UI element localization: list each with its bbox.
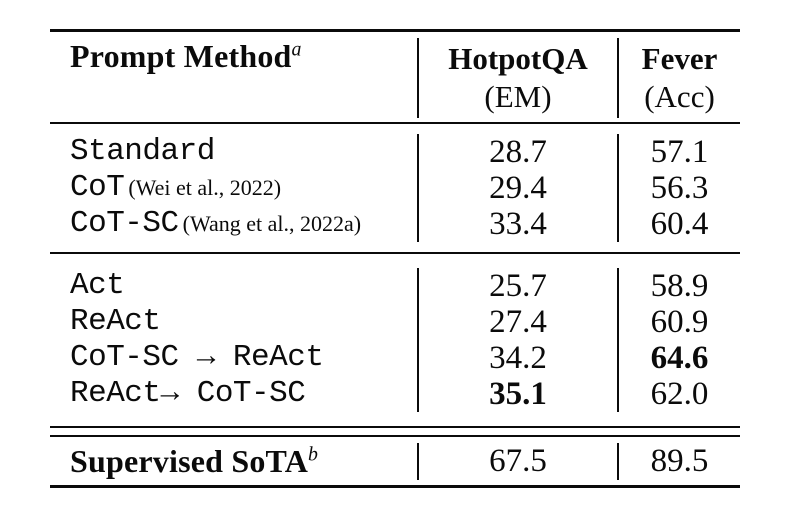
fever-acc-value: 89.5 xyxy=(617,443,740,480)
table-row: CoT (Wei et al., 2022) 29.4 56.3 xyxy=(50,170,740,206)
table-row: Supervised SoTAb 67.5 89.5 xyxy=(50,443,740,480)
table-row: Standard 28.7 57.1 xyxy=(50,134,740,170)
method-name: ReAct xyxy=(70,304,161,339)
fever-acc-value: 56.3 xyxy=(617,170,740,206)
results-table: Prompt Methoda HotpotQA (EM) Fever (Acc)… xyxy=(50,29,740,488)
table-row: CoT-SC (Wang et al., 2022a) 33.4 60.4 xyxy=(50,206,740,242)
hotpotqa-em-value: 28.7 xyxy=(417,134,617,170)
hotpotqa-em-value: 25.7 xyxy=(417,268,617,304)
method-cell: Standard xyxy=(50,134,417,170)
fever-acc-value: 60.9 xyxy=(617,304,740,340)
footnote-b: b xyxy=(308,443,319,466)
baseline-methods-group: Standard 28.7 57.1 CoT (Wei et al., 2022… xyxy=(50,124,740,252)
header-hotpotqa-title: HotpotQA xyxy=(448,41,588,76)
method-citation: (Wei et al., 2022) xyxy=(128,175,282,200)
react-methods-group: Act 25.7 58.9 ReAct 27.4 60.9 CoT-SC → R… xyxy=(50,254,740,426)
fever-acc-value: 58.9 xyxy=(617,268,740,304)
method-cell: CoT-SC → ReAct xyxy=(50,340,417,376)
fever-acc-value: 57.1 xyxy=(617,134,740,170)
method-cell: ReAct→ CoT-SC xyxy=(50,376,417,412)
method-name: CoT xyxy=(70,170,125,205)
table-row: CoT-SC → ReAct 34.2 64.6 xyxy=(50,340,740,376)
table-row: ReAct 27.4 60.9 xyxy=(50,304,740,340)
header-row: Prompt Methoda HotpotQA (EM) Fever (Acc) xyxy=(50,38,740,118)
hotpotqa-em-value: 67.5 xyxy=(417,443,617,480)
header-fever-title: Fever xyxy=(641,41,718,76)
header-prompt-method-label: Prompt Method xyxy=(70,38,292,74)
header-hotpotqa: HotpotQA (EM) xyxy=(417,38,617,118)
hotpotqa-em-value: 29.4 xyxy=(417,170,617,206)
table-top-rule xyxy=(50,29,740,32)
hotpotqa-em-value: 34.2 xyxy=(417,340,617,376)
header-prompt-method: Prompt Methoda xyxy=(50,38,417,118)
method-cell: CoT (Wei et al., 2022) xyxy=(50,170,417,206)
method-name: Standard xyxy=(70,134,215,169)
method-name: ReAct→ CoT-SC xyxy=(70,376,306,411)
method-cell: Act xyxy=(50,268,417,304)
method-citation: (Wang et al., 2022a) xyxy=(182,211,362,236)
method-cell: ReAct xyxy=(50,304,417,340)
method-name: CoT-SC → ReAct xyxy=(70,340,324,375)
fever-acc-value: 60.4 xyxy=(617,206,740,242)
table-row: Act 25.7 58.9 xyxy=(50,268,740,304)
fever-acc-value: 64.6 xyxy=(617,340,740,376)
header-footnote-a: a xyxy=(291,38,302,61)
header-bottom-rule xyxy=(50,122,740,124)
header-fever: Fever (Acc) xyxy=(617,38,740,118)
table-bottom-rule xyxy=(50,485,740,488)
double-rule xyxy=(50,426,740,437)
table-row: ReAct→ CoT-SC 35.1 62.0 xyxy=(50,376,740,412)
supervised-sota-label: Supervised SoTA xyxy=(70,443,309,479)
supervised-sota-section: Supervised SoTAb 67.5 89.5 xyxy=(50,437,740,485)
method-cell: CoT-SC (Wang et al., 2022a) xyxy=(50,206,417,242)
table-header-section: Prompt Methoda HotpotQA (EM) Fever (Acc) xyxy=(50,32,740,122)
method-name: Act xyxy=(70,268,125,303)
hotpotqa-em-value: 27.4 xyxy=(417,304,617,340)
method-name: CoT-SC xyxy=(70,206,179,241)
fever-acc-value: 62.0 xyxy=(617,376,740,412)
hotpotqa-em-value: 33.4 xyxy=(417,206,617,242)
header-fever-metric: (Acc) xyxy=(644,79,715,114)
header-hotpotqa-metric: (EM) xyxy=(484,79,552,114)
hotpotqa-em-value: 35.1 xyxy=(417,376,617,412)
group-divider-rule xyxy=(50,252,740,254)
supervised-sota-cell: Supervised SoTAb xyxy=(50,443,417,480)
